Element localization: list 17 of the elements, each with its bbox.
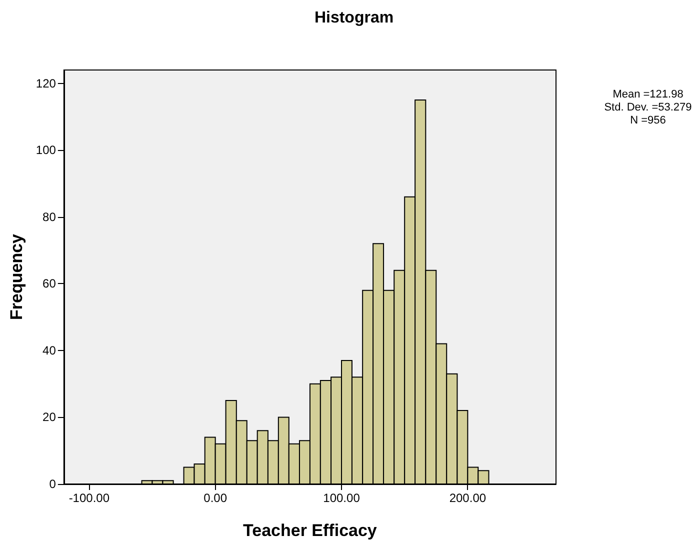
chart-title: Histogram	[314, 10, 394, 26]
y-tick-label: 80	[42, 210, 56, 224]
text: Mean =121.98	[612, 88, 684, 100]
y-tick-label: 100	[36, 143, 56, 158]
x-tick-label: 0.00	[204, 491, 228, 505]
y-tick-label: 120	[36, 76, 56, 90]
x-tick-label: 200.00	[449, 491, 486, 505]
text: N =956	[630, 114, 666, 126]
y-tick-label: 60	[42, 276, 56, 291]
y-tick-label: 40	[42, 343, 56, 358]
x-axis-title: Teacher Efficacy	[243, 521, 378, 540]
text: Std. Dev. =53.279	[604, 102, 692, 114]
y-axis-title: Frequency	[7, 233, 26, 320]
x-tick-label: 100.00	[323, 491, 360, 505]
y-tick-label: 0	[49, 477, 56, 491]
x-tick-label: -100.00	[68, 491, 110, 505]
y-tick-label: 20	[42, 410, 56, 424]
